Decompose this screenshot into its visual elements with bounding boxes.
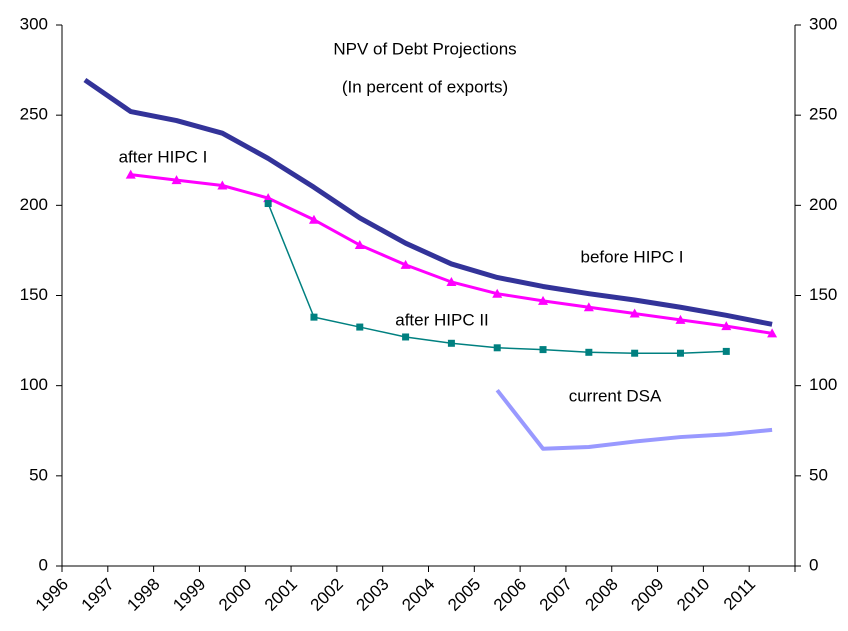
y2-tick-label: 300	[809, 14, 837, 33]
x-tick-label: 2004	[398, 575, 438, 615]
series-label: after HIPC I	[119, 147, 208, 166]
series-line	[495, 388, 773, 451]
chart-title: NPV of Debt Projections	[333, 39, 516, 58]
marker	[722, 347, 730, 355]
marker	[447, 339, 455, 347]
series-label: after HIPC II	[395, 310, 489, 329]
x-tick-label: 2011	[720, 575, 759, 614]
marker	[402, 333, 410, 341]
y-tick-label: 50	[29, 465, 48, 484]
y-tick-label: 200	[20, 195, 48, 214]
y-tick-label: 150	[20, 285, 48, 304]
marker	[538, 295, 549, 305]
marker	[354, 240, 365, 250]
marker	[676, 349, 684, 357]
marker	[539, 346, 547, 354]
marker	[629, 308, 640, 318]
marker	[583, 302, 594, 312]
marker	[125, 169, 136, 179]
marker	[171, 175, 182, 185]
marker	[400, 259, 411, 269]
y2-tick-label: 200	[809, 195, 837, 214]
x-tick-label: 2000	[215, 575, 255, 615]
y2-tick-label: 50	[809, 465, 828, 484]
y-tick-label: 250	[20, 105, 48, 124]
marker	[356, 323, 364, 331]
x-tick-label: 1997	[78, 575, 118, 615]
marker	[310, 313, 318, 321]
x-tick-label: 2010	[673, 575, 713, 615]
y2-tick-label: 0	[809, 555, 818, 574]
marker	[585, 348, 593, 356]
y-tick-label: 100	[20, 375, 48, 394]
marker	[308, 214, 319, 224]
marker	[263, 193, 274, 203]
x-tick-label: 1996	[32, 575, 72, 615]
x-tick-label: 2009	[627, 575, 667, 615]
y-tick-label: 0	[39, 555, 48, 574]
series-line	[83, 77, 773, 327]
marker	[631, 349, 639, 357]
x-tick-label: 2008	[582, 575, 622, 615]
marker	[493, 344, 501, 352]
x-tick-label: 2002	[307, 575, 347, 615]
series-label: current DSA	[569, 386, 662, 405]
marker	[767, 328, 778, 338]
marker	[446, 276, 457, 286]
x-tick-label: 1998	[123, 575, 163, 615]
x-tick-label: 2005	[444, 575, 484, 615]
x-tick-label: 2001	[261, 575, 301, 615]
y-tick-label: 300	[20, 14, 48, 33]
x-tick-label: 2006	[490, 575, 530, 615]
y2-tick-label: 150	[809, 285, 837, 304]
x-tick-label: 1999	[169, 575, 209, 615]
marker	[264, 200, 272, 208]
marker	[217, 180, 228, 190]
x-tick-label: 2003	[353, 575, 393, 615]
marker	[492, 288, 503, 298]
y2-tick-label: 250	[809, 105, 837, 124]
chart-subtitle: (In percent of exports)	[342, 77, 508, 96]
marker	[721, 321, 732, 331]
series-label: before HIPC I	[581, 247, 684, 266]
x-tick-label: 2007	[536, 575, 576, 615]
marker	[675, 314, 686, 324]
y2-tick-label: 100	[809, 375, 837, 394]
